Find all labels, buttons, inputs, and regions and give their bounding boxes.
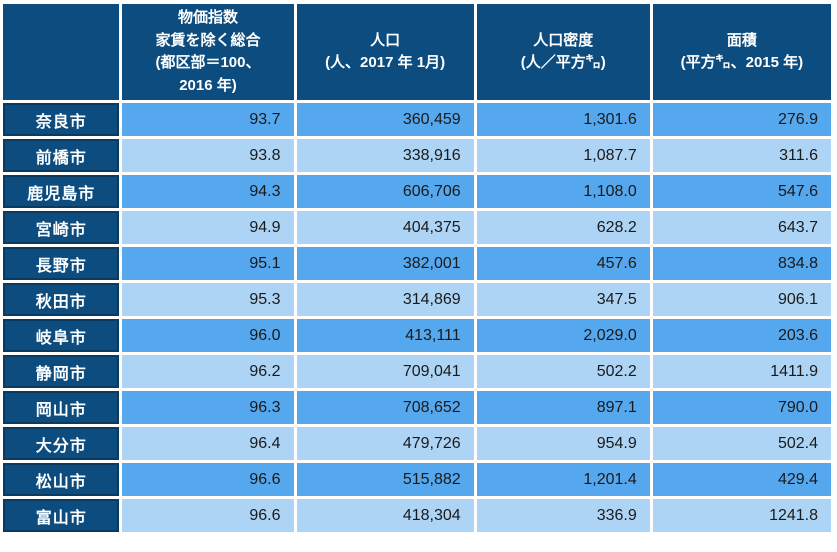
cell-population-density: 954.9 xyxy=(476,427,650,460)
cell-population: 338,916 xyxy=(296,139,474,172)
corner-cell xyxy=(3,4,120,100)
table-row: 宮崎市 94.9 404,375 628.2 643.7 xyxy=(3,211,831,244)
header-line: 物価指数 xyxy=(177,9,238,26)
cell-population: 515,882 xyxy=(296,463,474,496)
table-row: 富山市 96.6 418,304 336.9 1241.8 xyxy=(3,499,831,532)
header-line: 面積 xyxy=(726,31,757,49)
column-header-price-index: 物価指数家賃を除く総合 (都区部＝100、 2016 年) xyxy=(122,4,294,100)
header-line: (人／平方㌔) xyxy=(520,54,606,71)
city-label: 奈良市 xyxy=(3,103,120,136)
cell-population-density: 897.1 xyxy=(476,391,650,424)
header-line: 人口密度 xyxy=(533,31,594,49)
cell-population: 479,726 xyxy=(296,427,474,460)
cell-area: 502.4 xyxy=(652,427,831,460)
cell-area: 203.6 xyxy=(652,319,831,352)
column-header-population-density: 人口密度 (人／平方㌔) xyxy=(476,4,650,100)
city-label: 前橋市 xyxy=(3,139,120,172)
city-statistics-table: 物価指数家賃を除く総合 (都区部＝100、 2016 年) 人口 (人、2017 年 1… xyxy=(0,1,834,535)
table-row: 岐阜市 96.0 413,111 2,029.0 203.6 xyxy=(3,319,831,352)
cell-population: 418,304 xyxy=(296,499,474,532)
table-header: 物価指数家賃を除く総合 (都区部＝100、 2016 年) 人口 (人、2017 年 1… xyxy=(3,4,831,100)
column-header-area: 面積 (平方㌔、2015 年) xyxy=(652,4,831,100)
city-label: 静岡市 xyxy=(3,355,120,388)
cell-population: 360,459 xyxy=(296,103,474,136)
header-line: (都区部＝100、 xyxy=(155,54,261,71)
city-label: 岐阜市 xyxy=(3,319,120,352)
cell-area: 906.1 xyxy=(652,283,831,316)
city-label: 富山市 xyxy=(3,499,120,532)
table-row: 秋田市 95.3 314,869 347.5 906.1 xyxy=(3,283,831,316)
table-row: 鹿児島市 94.3 606,706 1,108.0 547.6 xyxy=(3,175,831,208)
column-header-population: 人口 (人、2017 年 1月) xyxy=(296,4,474,100)
cell-population: 382,001 xyxy=(296,247,474,280)
table-row: 静岡市 96.2 709,041 502.2 1411.9 xyxy=(3,355,831,388)
city-label: 松山市 xyxy=(3,463,120,496)
cell-population: 606,706 xyxy=(296,175,474,208)
cell-area: 429.4 xyxy=(652,463,831,496)
table-row: 松山市 96.6 515,882 1,201.4 429.4 xyxy=(3,463,831,496)
city-label: 長野市 xyxy=(3,247,120,280)
cell-population-density: 457.6 xyxy=(476,247,650,280)
cell-population-density: 1,301.6 xyxy=(476,103,650,136)
cell-area: 790.0 xyxy=(652,391,831,424)
cell-population: 404,375 xyxy=(296,211,474,244)
table-body: 奈良市 93.7 360,459 1,301.6 276.9 前橋市 93.8 338,916… xyxy=(3,103,831,532)
header-line: (平方㌔、2015 年) xyxy=(680,54,804,71)
header-line: (人、2017 年 1月) xyxy=(325,54,446,71)
cell-area: 834.8 xyxy=(652,247,831,280)
cell-area: 311.6 xyxy=(652,139,831,172)
cell-area: 276.9 xyxy=(652,103,831,136)
cell-price-index: 95.3 xyxy=(122,283,294,316)
city-label: 宮崎市 xyxy=(3,211,120,244)
cell-population-density: 1,108.0 xyxy=(476,175,650,208)
city-label: 岡山市 xyxy=(3,391,120,424)
table-row: 奈良市 93.7 360,459 1,301.6 276.9 xyxy=(3,103,831,136)
table-row: 前橋市 93.8 338,916 1,087.7 311.6 xyxy=(3,139,831,172)
table-row: 長野市 95.1 382,001 457.6 834.8 xyxy=(3,247,831,280)
cell-price-index: 95.1 xyxy=(122,247,294,280)
cell-area: 643.7 xyxy=(652,211,831,244)
city-label: 秋田市 xyxy=(3,283,120,316)
cell-population-density: 336.9 xyxy=(476,499,650,532)
table-row: 岡山市 96.3 708,652 897.1 790.0 xyxy=(3,391,831,424)
cell-area: 1241.8 xyxy=(652,499,831,532)
table-row: 大分市 96.4 479,726 954.9 502.4 xyxy=(3,427,831,460)
cell-population: 708,652 xyxy=(296,391,474,424)
cell-price-index: 96.6 xyxy=(122,499,294,532)
cell-population-density: 2,029.0 xyxy=(476,319,650,352)
cell-population-density: 1,201.4 xyxy=(476,463,650,496)
cell-price-index: 96.2 xyxy=(122,355,294,388)
cell-population-density: 502.2 xyxy=(476,355,650,388)
cell-price-index: 96.6 xyxy=(122,463,294,496)
cell-population: 314,869 xyxy=(296,283,474,316)
cell-area: 547.6 xyxy=(652,175,831,208)
header-line: 2016 年) xyxy=(179,76,237,94)
cell-price-index: 94.9 xyxy=(122,211,294,244)
cell-area: 1411.9 xyxy=(652,355,831,388)
cell-price-index: 93.8 xyxy=(122,139,294,172)
cell-price-index: 96.4 xyxy=(122,427,294,460)
header-row: 物価指数家賃を除く総合 (都区部＝100、 2016 年) 人口 (人、2017 年 1… xyxy=(3,4,831,100)
cell-price-index: 96.0 xyxy=(122,319,294,352)
city-label: 鹿児島市 xyxy=(3,175,120,208)
cell-population-density: 1,087.7 xyxy=(476,139,650,172)
header-line: 人口 xyxy=(370,31,401,49)
cell-price-index: 94.3 xyxy=(122,175,294,208)
cell-population: 413,111 xyxy=(296,319,474,352)
cell-population-density: 347.5 xyxy=(476,283,650,316)
cell-price-index: 93.7 xyxy=(122,103,294,136)
cell-population-density: 628.2 xyxy=(476,211,650,244)
header-line: 家賃を除く総合 xyxy=(155,31,261,49)
cell-population: 709,041 xyxy=(296,355,474,388)
cell-price-index: 96.3 xyxy=(122,391,294,424)
city-label: 大分市 xyxy=(3,427,120,460)
